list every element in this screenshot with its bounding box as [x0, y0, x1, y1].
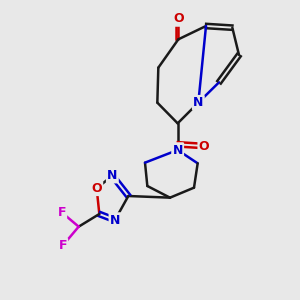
Text: O: O — [199, 140, 209, 152]
Text: N: N — [107, 169, 118, 182]
Text: N: N — [193, 96, 203, 109]
Text: O: O — [173, 13, 184, 26]
Text: F: F — [57, 206, 66, 219]
Text: N: N — [172, 143, 183, 157]
Text: F: F — [58, 239, 67, 252]
Text: O: O — [92, 182, 102, 195]
Text: N: N — [110, 214, 120, 226]
